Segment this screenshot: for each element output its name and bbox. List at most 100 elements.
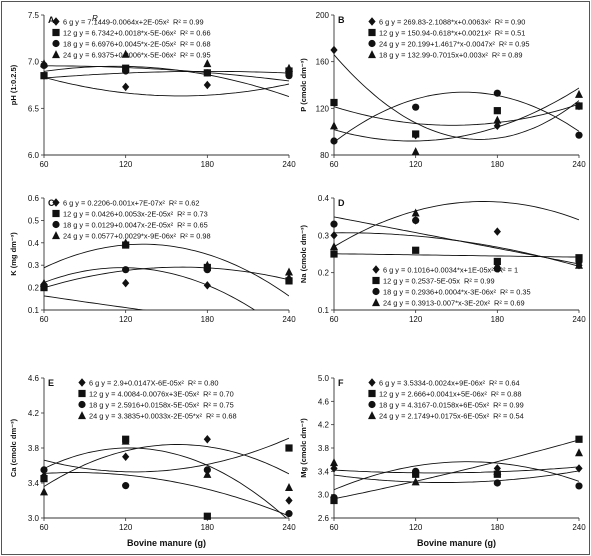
point-square [412,130,420,138]
panel-c: C 0.1 0.2 0.3 0.4 0.5 0.6 60 120 180 240 K (mg dm⁻³… [9,194,296,324]
legend-r2: R² = 0.80 [188,379,219,388]
legend-series-name: 24 [63,51,71,60]
x-tick-label: 120 [119,160,133,169]
legend-marker-diamond [78,378,86,387]
legend-marker-square [368,28,376,37]
legend-marker-circle [78,400,86,409]
fit-curve-triangle [334,87,579,142]
legend-r2: R² = 0.99 [173,18,204,27]
point-circle [40,466,48,474]
legend-unit-gap: g [73,51,79,60]
legend-series-name: 18 [379,51,387,60]
legend-unit-gap: g [73,221,79,230]
panel-letter: D [338,198,345,208]
point-diamond [203,435,211,444]
legend-entry: 24 g y = 2.1749+0.0175x-6E-05x² R² = 0.54 [379,412,524,421]
y-tick-label: 6.5 [28,104,40,113]
y-tick-label: 0.6 [28,194,40,203]
legend-series-name: 12 [63,210,71,219]
legend-entry: 24 g y = 6.9375+0.0006*x-5E-06x² R² = 0.95 [63,51,211,60]
point-triangle [330,458,338,467]
y-axis-label: Mg (cmolc dm⁻³) [299,418,308,478]
point-triangle [575,89,583,98]
fit-curve-diamond [334,54,579,140]
legend-entry: 12 g y = 2.666+0.0041x+5E-06x² R² = 0.88 [379,390,521,399]
legend-r2: R² = 0.99 [493,401,524,410]
y-tick-label: 4.6 [28,374,40,383]
y-tick-label: 2.6 [318,514,330,523]
x-tick-label: 120 [119,315,133,324]
point-square [285,444,293,452]
y-axis-label: K (mg dm⁻³) [9,232,18,276]
legend-unit-gap: g [99,412,105,421]
legend-equation: y = 269.83-2.1088*x+0.0063x² [391,18,491,27]
legend-marker-circle [372,287,380,296]
legend-unit-gap: g [389,40,395,49]
legend-entry: 12 g y = 4.0084-0.0076x+3E-05x² R² = 0.70 [89,390,234,399]
point-circle [285,72,293,80]
legend-unit-gap: g [393,299,399,308]
y-tick-label: 0.3 [318,231,330,240]
y-tick-label: 0.2 [318,269,330,278]
y-tick-label: 0.3 [28,261,40,270]
legend-r2: R² = 0.75 [203,401,234,410]
y-tick-label: 3.0 [28,514,40,523]
point-triangle [493,466,502,475]
legend-r2: R² = 0.68 [206,412,237,421]
legend-unit-gap: g [389,401,395,410]
y-tick-label: 7.5 [28,11,40,20]
legend-equation: y = 7.1449-0.0064x+2E-05x² [75,18,169,27]
legend-series-name: 24 [63,232,71,241]
legend-r2: R² = 0.70 [203,390,234,399]
x-tick-label: 180 [491,523,505,532]
point-triangle [285,482,293,491]
y-tick-label: 0.2 [28,284,40,293]
legend-series-name: 18 [63,40,71,49]
legend-unit-gap: g [95,379,101,388]
legend-r2: R² = 0.54 [493,412,524,421]
y-tick-label: 0.4 [318,194,330,203]
point-triangle [575,448,583,457]
point-square [203,512,211,520]
panel-d: D 0.1 0.2 0.3 0.4 60 120 180 240 Na (cmolc dm⁻³) 6… [299,194,586,324]
panel-letter: A [48,15,55,25]
legend-equation: y = 4.3167-0.0158x+6E-05x² [395,401,489,410]
point-circle [575,131,583,139]
point-triangle [40,278,48,287]
point-circle [122,266,130,274]
legend-marker-circle [368,400,376,409]
legend-equation: y = 2.666+0.0041x+5E-06x² [395,390,487,399]
y-tick-label: 4.6 [318,397,330,406]
panel-letter: F [338,378,344,388]
legend-marker-triangle [372,298,380,307]
legend-entry: 12 g y = 0.2537-5E-05x R² = 0.99 [383,277,495,286]
point-triangle [411,477,420,486]
legend-r2: R² = 0.98 [180,232,211,241]
legend-r2: R² = 0.69 [494,299,525,308]
point-square [575,254,583,262]
panel-e: E 3.0 3.4 3.8 4.2 4.6 60 120 180 240 Ca (cmolc dm⁻… [9,374,296,548]
x-tick-label: 120 [119,523,133,532]
point-diamond [285,496,293,505]
legend-marker-square [78,389,86,398]
x-tick-label: 240 [572,160,586,169]
x-tick-label: 180 [201,315,215,324]
legend-r2: R² = 0.64 [489,379,520,388]
legend-equation: y = 2.1749+0.0175x-6E-05x² [395,412,489,421]
legend-r2: R² = 0.66 [180,29,211,38]
y-tick-label: 5.0 [318,374,330,383]
point-circle [285,510,293,518]
fit-curve-circle [334,232,579,267]
x-tick-label: 60 [330,523,339,532]
fit-curve-circle [44,444,289,487]
legend-r2: R² = 0.35 [500,288,531,297]
x-tick-label: 60 [40,160,49,169]
x-axis-label: Bovine manure (g) [127,538,206,548]
legend-marker-square [372,276,380,285]
legend-equation: y = 0.0426+0.0053x-2E-05x² [79,210,173,219]
